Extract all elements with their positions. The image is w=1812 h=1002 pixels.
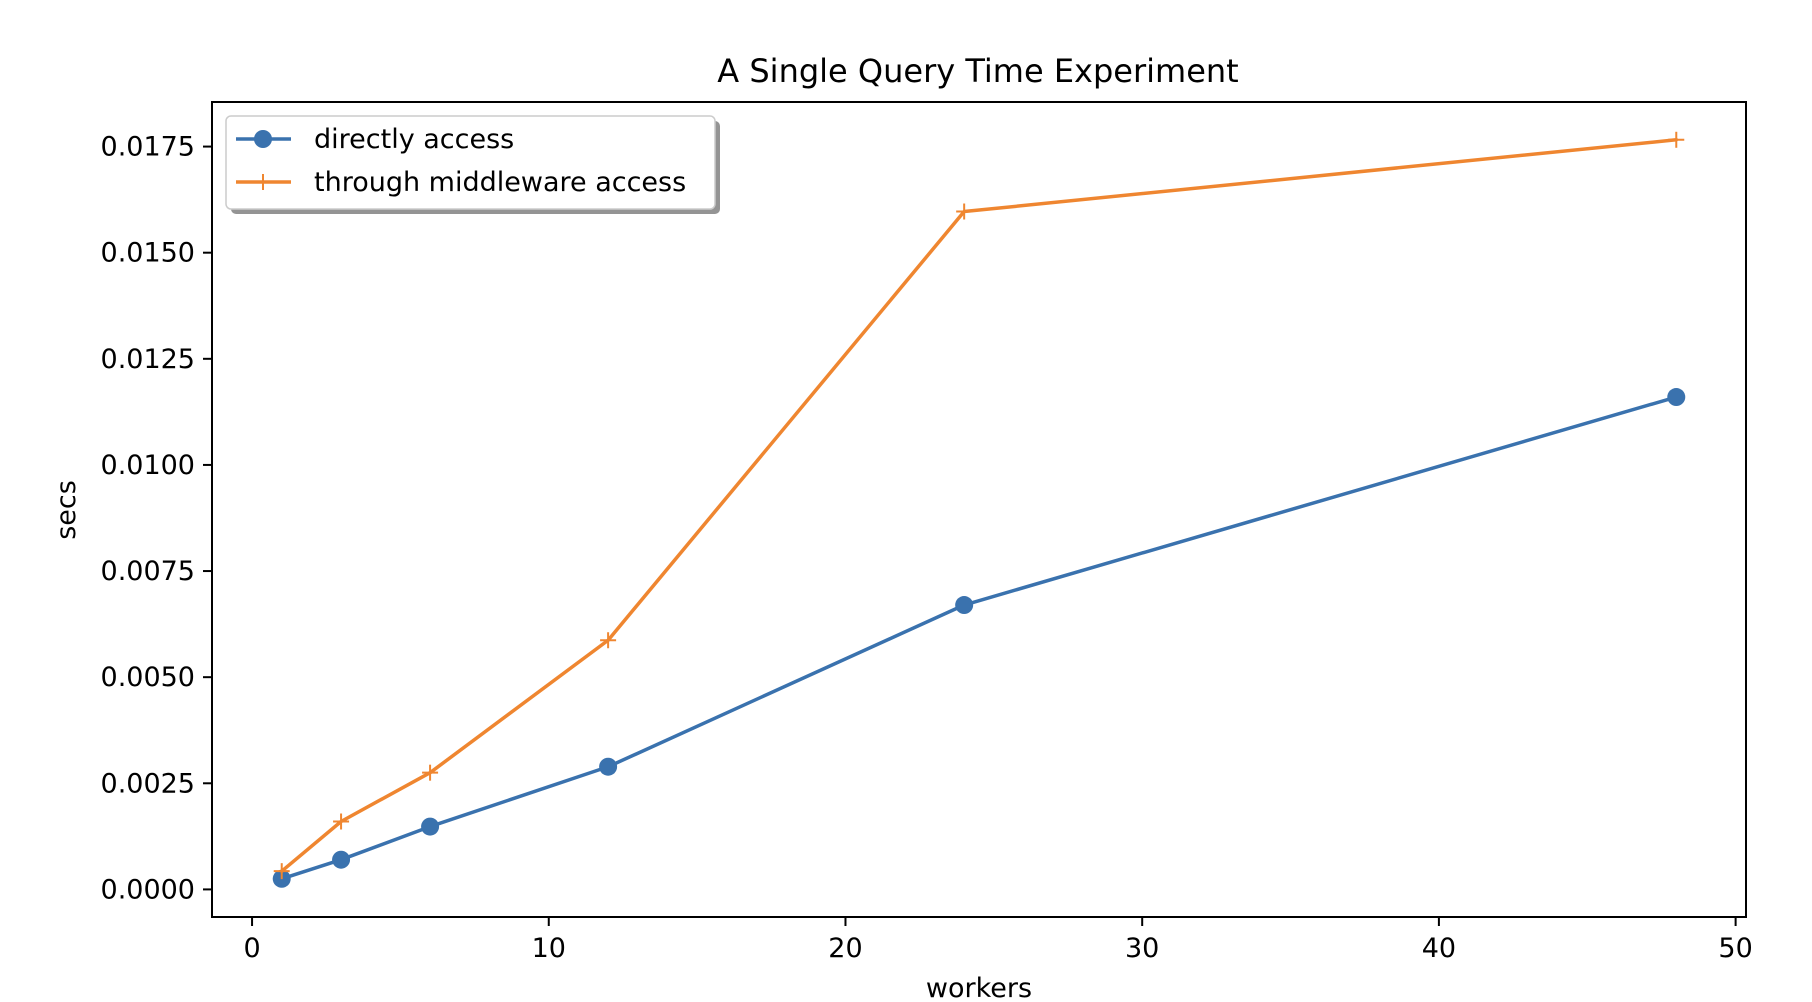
legend-box (225, 115, 716, 210)
y-tick-label-3: 0.0075 (101, 556, 195, 587)
series-line-1 (279, 138, 1679, 873)
series-1-point-0 (273, 863, 290, 880)
x-tick-label-4: 40 (1422, 933, 1456, 964)
x-tick-label-0: 0 (243, 933, 260, 964)
ticks-layer: 0 10 20 30 40 50 0.0000 0.0025 0.0050 0.0075 0.010… (101, 132, 1753, 964)
y-tick-label-1: 0.0025 (101, 768, 195, 799)
series-1-point-2 (422, 764, 439, 781)
legend-marker-1 (255, 174, 271, 190)
x-tick-label-2: 20 (828, 933, 862, 964)
y-tick-label-5: 0.0125 (101, 344, 195, 375)
plot-frame (211, 101, 1747, 918)
y-tick-label-2: 0.0050 (101, 662, 195, 693)
series-1-point-3 (600, 632, 617, 649)
x-tick-label-1: 10 (532, 933, 566, 964)
marks-layer (272, 131, 1686, 888)
series-line-0 (279, 395, 1679, 881)
legend-label-1: through middleware access (314, 167, 686, 198)
series-1-point-4 (956, 203, 973, 220)
y-tick-label-7: 0.0175 (101, 132, 195, 163)
x-tick-label-3: 30 (1125, 933, 1159, 964)
series-1-point-1 (333, 813, 350, 830)
y-tick-label-6: 0.0150 (101, 238, 195, 269)
legend-marker-0 (254, 130, 272, 148)
series-0-point-5 (1667, 388, 1686, 407)
series-0-point-1 (332, 850, 351, 869)
series-0-point-3 (599, 757, 618, 776)
x-tick-label-5: 50 (1718, 933, 1752, 964)
series-1-point-5 (1668, 131, 1685, 148)
series-0-point-4 (955, 596, 974, 615)
y-tick-label-0: 0.0000 (101, 874, 195, 905)
x-axis-label: workers (926, 973, 1032, 998)
y-axis-label: secs (51, 480, 82, 540)
series-0-point-2 (421, 817, 440, 836)
legend: directly access through middleware access (225, 115, 720, 214)
chart-title: A Single Query Time Experiment (717, 52, 1238, 90)
y-tick-label-4: 0.0100 (101, 450, 195, 481)
legend-label-0: directly access (314, 124, 514, 155)
